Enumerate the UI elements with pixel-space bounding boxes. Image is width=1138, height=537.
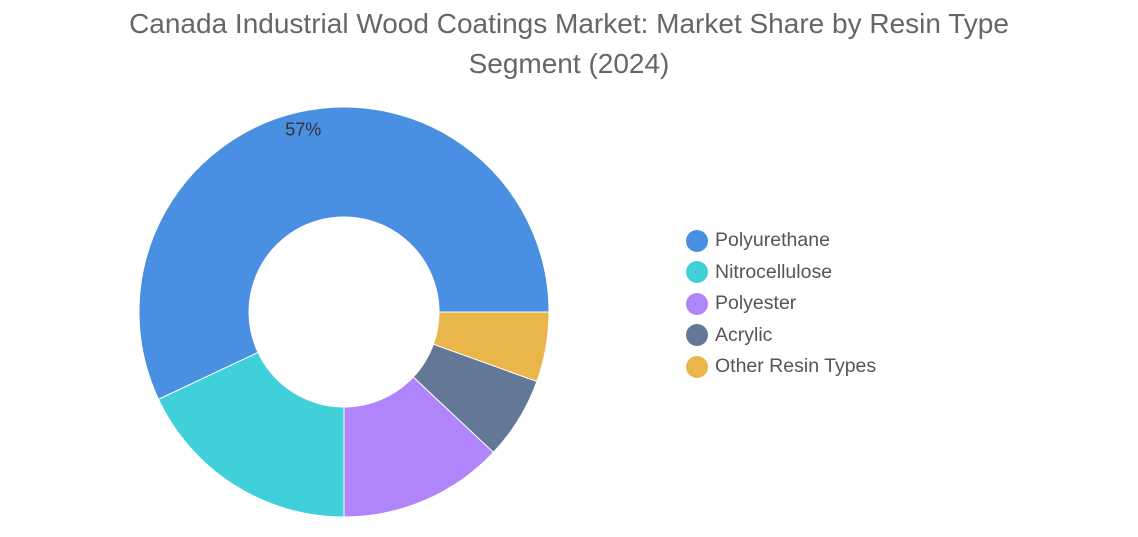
slice-polyurethane	[138, 106, 550, 400]
slice-other-resin-types	[432, 311, 550, 383]
legend-swatch-acrylic	[686, 324, 708, 347]
legend-item-polyurethane: Polyurethane	[686, 225, 876, 257]
chart-title-line-1: Canada Industrial Wood Coatings Market: …	[129, 8, 1009, 39]
chart-title-line-2: Segment (2024)	[468, 48, 670, 79]
legend-label-other-resin-types: Other Resin Types	[715, 355, 877, 378]
legend-label-polyester: Polyester	[715, 292, 797, 315]
slice-label-polyurethane: 57%	[285, 120, 321, 140]
legend-swatch-polyester	[686, 292, 708, 315]
legend-swatch-other-resin-types	[686, 355, 708, 378]
legend-label-acrylic: Acrylic	[715, 323, 773, 346]
legend-item-nitrocellulose: Nitrocellulose	[686, 257, 876, 289]
legend-item-polyester: Polyester	[686, 288, 876, 320]
chart-legend: Polyurethane Nitrocellulose Polyester Acryl…	[686, 225, 876, 383]
slice-nitrocellulose	[157, 351, 345, 518]
legend-item-acrylic: Acrylic	[686, 320, 876, 352]
legend-swatch-polyurethane	[686, 229, 708, 252]
slice-polyester	[343, 376, 495, 518]
legend-item-other-resin-types: Other Resin Types	[686, 351, 876, 383]
legend-swatch-nitrocellulose	[686, 261, 708, 284]
legend-label-polyurethane: Polyurethane	[715, 229, 830, 252]
legend-label-nitrocellulose: Nitrocellulose	[715, 260, 833, 283]
chart-title: Canada Industrial Wood Coatings Market: …	[0, 4, 1138, 84]
